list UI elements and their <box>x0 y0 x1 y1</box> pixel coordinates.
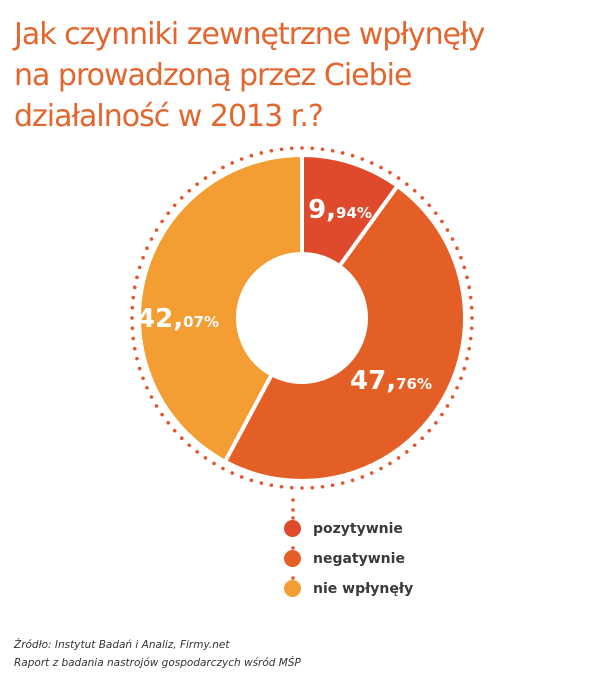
slice-nie-wpłynęły <box>137 152 304 465</box>
dotted-ring <box>130 146 474 490</box>
report-text: Raport z badania nastrojów gospodarczych… <box>14 657 301 669</box>
slice-labels: 9,94% 47,76% 42,07% <box>137 195 432 396</box>
footer: Źródło: Instytut Badań i Analiz, Firmy.n… <box>14 636 301 672</box>
title-line-3: działalność w 2013 r.? <box>14 99 324 134</box>
legend-label: negatywnie <box>313 550 405 567</box>
source-text: Źródło: Instytut Badań i Analiz, Firmy.n… <box>14 639 230 651</box>
legend-item-negatywnie: negatywnie <box>284 550 405 567</box>
title-line-2: na prowadzoną przez Ciebie <box>14 58 412 93</box>
legend-connector-dots <box>291 498 295 580</box>
legend-item-nie-wplynely: nie wpłynęły <box>284 580 413 597</box>
title-line-1: Jak czynniki zewnętrzne wpłynęły <box>14 17 485 52</box>
donut-slices <box>137 152 467 483</box>
chart-title: Jak czynniki zewnętrzne wpłynęły na prow… <box>14 14 574 137</box>
slice-value-label: 47,76% <box>350 366 432 396</box>
legend-label: nie wpłynęły <box>313 580 414 597</box>
slice-value-label: 42,07% <box>137 304 219 334</box>
legend-dot-icon <box>284 580 301 597</box>
slice-value-label: 9,94% <box>308 195 372 225</box>
legend-item-pozytywnie: pozytywnie <box>284 520 403 537</box>
legend-dot-icon <box>284 550 301 567</box>
legend-dot-icon <box>284 520 301 537</box>
legend-label: pozytywnie <box>313 520 403 537</box>
slice-negatywnie <box>222 183 467 483</box>
